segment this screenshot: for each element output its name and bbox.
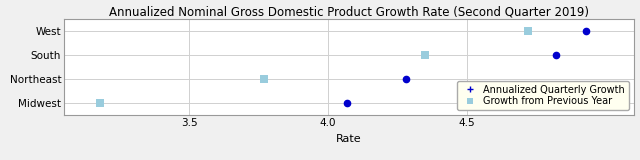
Legend: Annualized Quarterly Growth, Growth from Previous Year: Annualized Quarterly Growth, Growth from… (457, 81, 628, 110)
Title: Annualized Nominal Gross Domestic Product Growth Rate (Second Quarter 2019): Annualized Nominal Gross Domestic Produc… (109, 5, 589, 18)
X-axis label: Rate: Rate (336, 134, 362, 144)
